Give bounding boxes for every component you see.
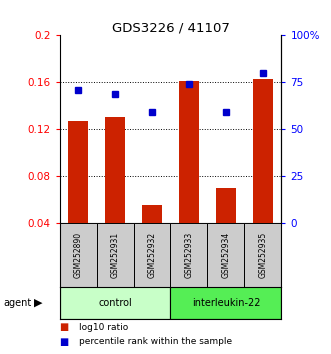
Text: percentile rank within the sample: percentile rank within the sample [79,337,233,346]
Bar [142,205,162,223]
Bar [170,287,281,319]
Bar [216,188,236,223]
Text: GSM252934: GSM252934 [221,232,230,278]
Text: log10 ratio: log10 ratio [79,323,129,332]
Text: ▶: ▶ [34,298,42,308]
Text: GSM252890: GSM252890 [73,232,82,278]
Bar [60,287,170,319]
Text: interleukin-22: interleukin-22 [192,298,260,308]
Text: GSM252933: GSM252933 [184,232,193,278]
Text: control: control [98,298,132,308]
Text: agent: agent [3,298,31,308]
Bar [68,121,88,223]
Bar [60,223,97,287]
Bar [244,223,281,287]
Bar [170,223,208,287]
Bar [208,223,244,287]
Text: GSM252932: GSM252932 [148,232,157,278]
Text: ■: ■ [60,337,69,347]
Bar [133,223,170,287]
Text: GSM252931: GSM252931 [111,232,119,278]
Bar [105,118,125,223]
Bar [97,223,133,287]
Text: ■: ■ [60,322,69,332]
Bar [179,81,199,223]
Title: GDS3226 / 41107: GDS3226 / 41107 [112,21,229,34]
Text: GSM252935: GSM252935 [259,232,267,278]
Bar [253,79,273,223]
